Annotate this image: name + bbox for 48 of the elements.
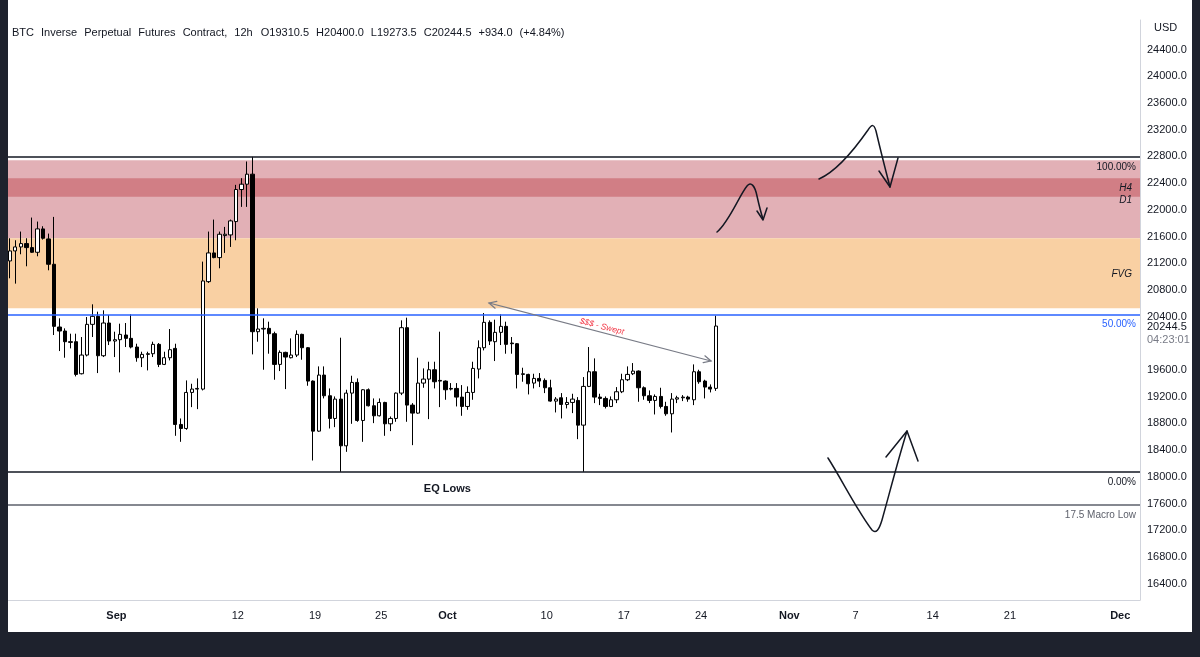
x-tick-label: Dec	[1110, 608, 1131, 621]
y-tick-label: 22000.0	[1147, 202, 1187, 215]
y-tick-label: 16800.0	[1147, 549, 1187, 562]
y-tick-label: 17200.0	[1147, 523, 1187, 536]
y-tick-label: 18000.0	[1147, 469, 1187, 482]
x-tick-label: Oct	[438, 608, 457, 621]
y-tick-label: 18800.0	[1147, 416, 1187, 429]
annotation: EQ Lows	[423, 481, 471, 494]
candlestick	[714, 315, 718, 392]
y-tick-label: 17600.0	[1147, 496, 1187, 509]
y-tick-label: 24000.0	[1147, 69, 1187, 82]
y-tick-label: 18400.0	[1147, 443, 1187, 456]
y-tick-label: 22400.0	[1147, 176, 1187, 189]
ref-line-label: 17.5 Macro Low	[1064, 508, 1137, 520]
y-tick-label: 21200.0	[1147, 256, 1187, 269]
y-tick-label: 21600.0	[1147, 229, 1187, 242]
x-tick-label: 24	[694, 608, 708, 621]
x-tick-label: 12	[231, 608, 244, 621]
annotation: 100.00%	[1096, 160, 1137, 172]
text: 04:23:01	[1147, 333, 1190, 346]
x-tick-label: 25	[375, 608, 388, 621]
annotation: 0.00%	[1107, 475, 1137, 487]
x-tick-label: 17	[617, 608, 630, 621]
x-tick-label: 10	[540, 608, 553, 621]
y-tick-label: 23600.0	[1147, 96, 1187, 109]
text: O19310.5 H20400.0 L19273.5 C20244.5 +934.0 (+4.84%)	[260, 26, 565, 38]
text: BTC Inverse Perpetual Futures Contract, 12h	[12, 26, 253, 38]
y-tick-label: 23200.0	[1147, 122, 1187, 135]
y-tick-label: 24400.0	[1147, 42, 1187, 55]
y-tick-label: 22800.0	[1147, 149, 1187, 162]
annotation: 50.00%	[1102, 318, 1137, 330]
y-tick-label: 19200.0	[1147, 389, 1187, 402]
x-tick-label: 14	[926, 608, 939, 621]
band-label: H4	[1119, 182, 1133, 194]
x-tick-label: 7	[852, 608, 859, 621]
y-tick-label: 20244.5	[1147, 320, 1187, 333]
x-tick-label: Sep	[106, 608, 127, 621]
x-tick-label: Nov	[778, 608, 801, 621]
y-tick-label: 19600.0	[1147, 363, 1187, 376]
y-axis-title: USD	[1154, 20, 1178, 33]
x-tick-label: 19	[308, 608, 322, 621]
band-label: D1	[1119, 193, 1132, 205]
y-tick-label: 20400.0	[1147, 309, 1187, 322]
x-tick-label: 21	[1003, 608, 1017, 621]
y-tick-label: 16400.0	[1147, 576, 1187, 589]
y-tick-label: 20800.0	[1147, 282, 1187, 295]
annotation: $$$ - Swept	[577, 315, 626, 337]
band-label: FVG	[1111, 267, 1133, 279]
